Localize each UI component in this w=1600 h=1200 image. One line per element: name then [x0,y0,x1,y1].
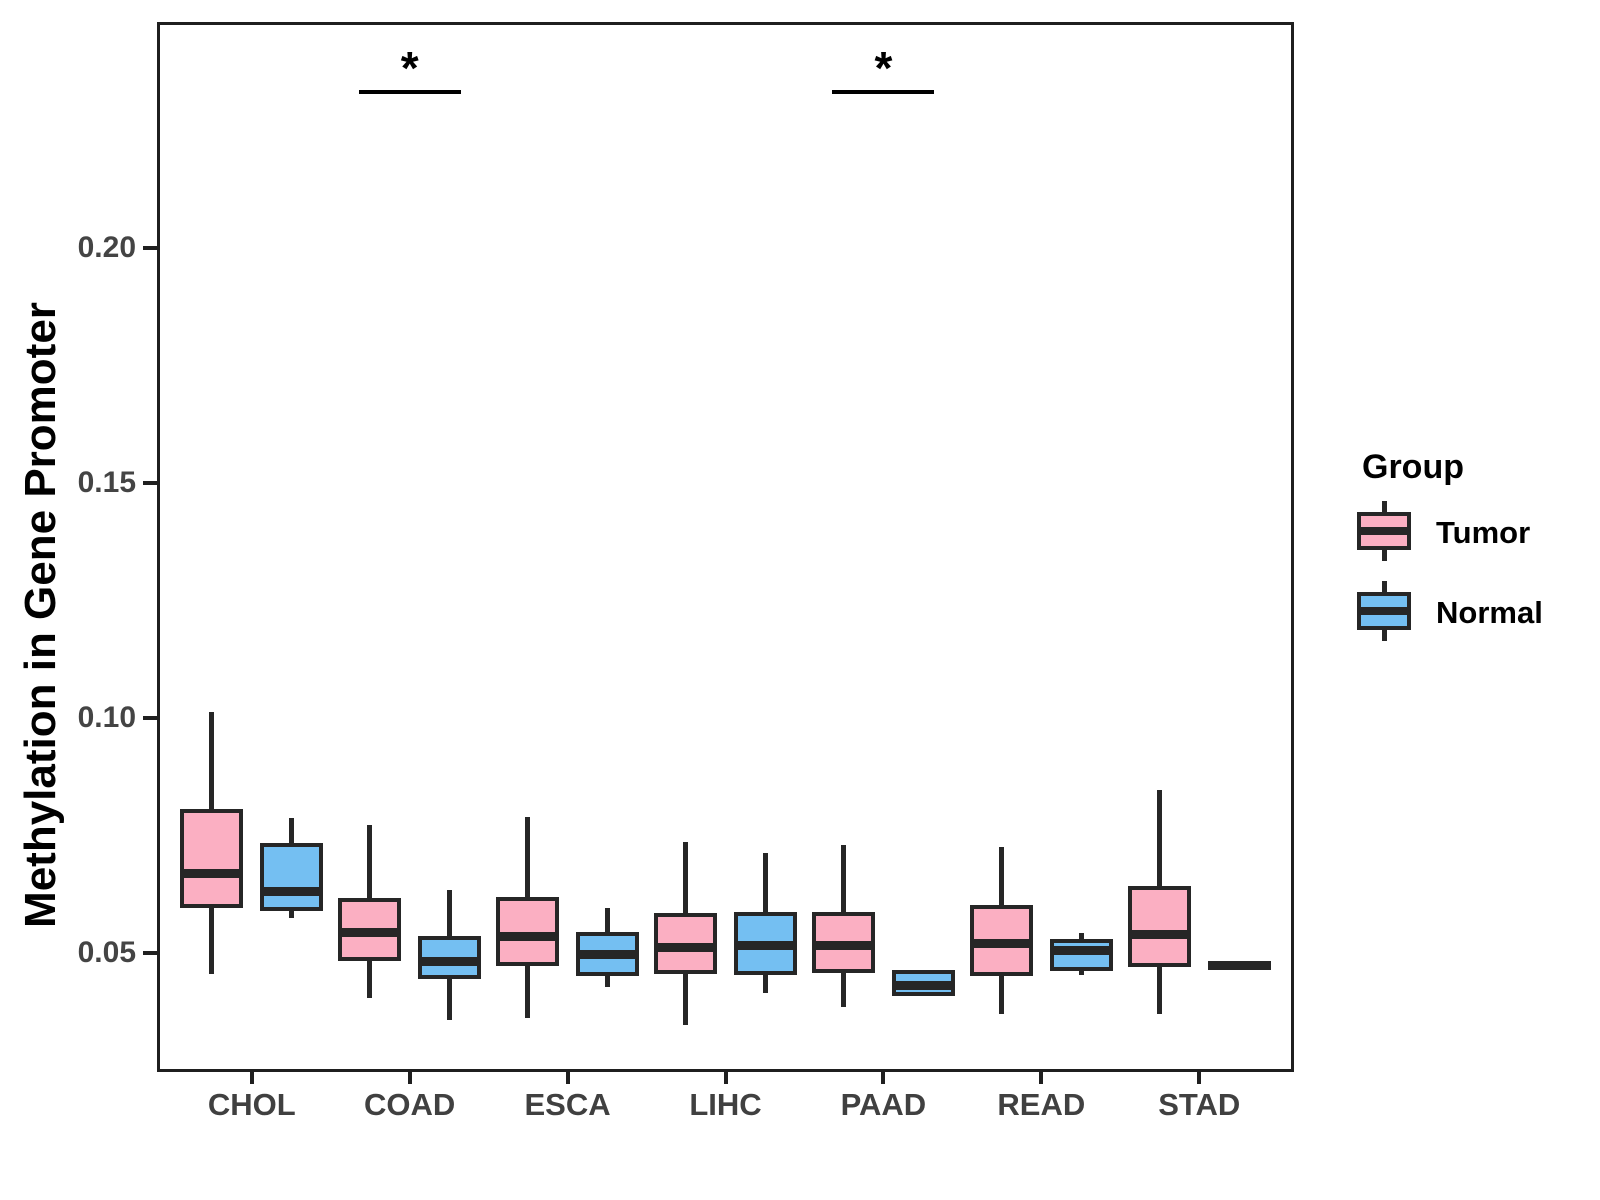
x-tick-mark [407,1072,412,1084]
boxplot-key-icon [1356,501,1412,565]
boxplot-median-line [418,957,482,967]
key-whisker-top [1381,501,1387,512]
x-tick-label: COAD [364,1087,456,1122]
boxplot-median-line [496,931,560,941]
x-tick-label: CHOL [207,1087,296,1122]
plot-panel [157,22,1294,1072]
significance-bar [358,90,461,94]
boxplot-box [496,896,560,966]
key-whisker-bottom [1381,630,1387,641]
y-tick-mark [143,715,157,720]
boxplot-median-line [260,887,324,897]
boxplot-median-line [734,941,797,951]
key-median [1357,527,1411,535]
y-tick-mark [143,245,157,250]
key-whisker-top [1381,581,1387,592]
boxplot-median-line [338,928,402,938]
boxplot-median-line [811,941,875,951]
boxplot-median-line [891,980,955,990]
boxplot-median-line [576,949,640,959]
boxplot-box [260,842,324,912]
boxplot-median-line [180,868,244,878]
x-tick-mark [1039,1072,1044,1084]
significance-asterisk: * [400,42,419,94]
x-tick-mark [249,1072,254,1084]
legend-item: Normal [1356,581,1543,645]
legend-label: Tumor [1436,515,1531,550]
boxplot-box [1127,886,1191,967]
legend: Group Tumor Normal [1356,448,1543,661]
boxplot-median-line [969,938,1033,948]
key-median [1357,607,1411,615]
x-tick-label: PAAD [840,1087,927,1122]
x-tick-mark [565,1072,570,1084]
boxplot-key-icon [1356,581,1412,645]
legend-items: Tumor Normal [1356,501,1543,645]
y-tick-mark [143,480,157,485]
boxplot-median-line [1207,960,1271,970]
boxplot-median-line [654,943,717,953]
y-tick-mark [143,951,157,956]
legend-title: Group [1362,448,1464,486]
y-axis-title: Methylation in Gene Promoter [16,302,65,928]
y-tick-label: 0.20 [77,230,136,264]
x-tick-mark [723,1072,728,1084]
y-tick-label: 0.05 [77,936,136,970]
legend-label: Normal [1436,595,1543,630]
boxplot-box [180,808,244,909]
y-tick-label: 0.15 [77,465,136,499]
legend-item: Tumor [1356,501,1543,565]
key-whisker-bottom [1381,550,1387,561]
boxplot-median-line [1049,946,1113,956]
x-tick-label: STAD [1158,1087,1241,1122]
x-tick-label: LIHC [689,1087,762,1122]
significance-bar [832,90,935,94]
x-tick-mark [1197,1072,1202,1084]
boxplot-median-line [1127,929,1191,939]
significance-asterisk: * [874,42,893,94]
x-tick-label: ESCA [524,1087,611,1122]
x-tick-mark [881,1072,886,1084]
y-tick-label: 0.10 [77,700,136,734]
x-tick-label: READ [997,1087,1086,1122]
